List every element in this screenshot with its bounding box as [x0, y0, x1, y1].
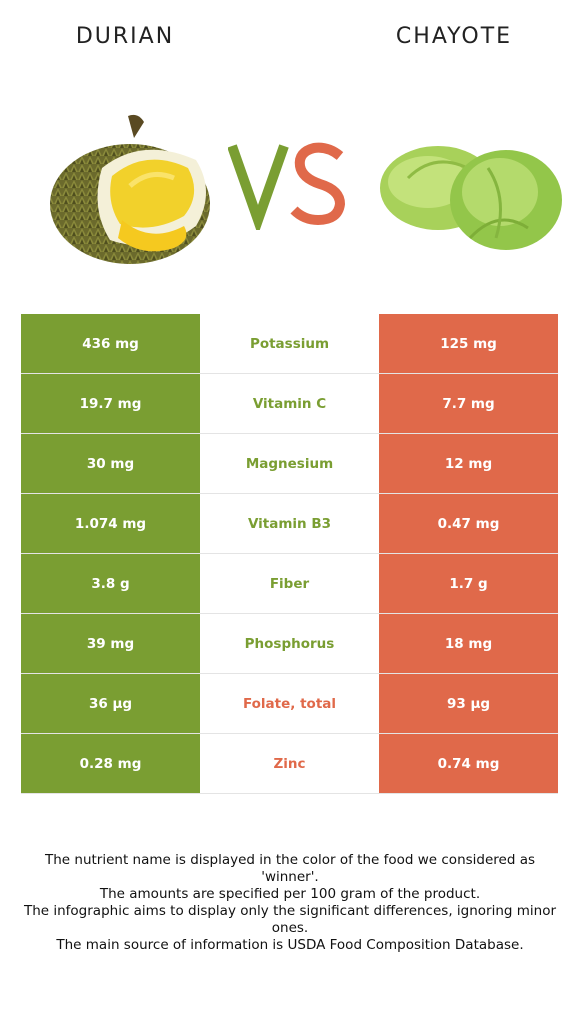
nutrient-name: Vitamin C	[200, 373, 379, 434]
chayote-value: 93 µg	[379, 673, 558, 734]
durian-title: DURIAN	[75, 24, 175, 49]
footnotes: The nutrient name is displayed in the co…	[20, 852, 560, 954]
nutrient-name: Vitamin B3	[200, 493, 379, 554]
durian-value: 39 mg	[21, 613, 200, 674]
note-per-100g: The amounts are specified per 100 gram o…	[99, 886, 481, 902]
durian-value: 3.8 g	[21, 553, 200, 614]
nutrient-name: Folate, total	[200, 673, 379, 734]
nutrient-name: Magnesium	[200, 433, 379, 494]
chayote-value: 12 mg	[379, 433, 558, 494]
chayote-value: 1.7 g	[379, 553, 558, 614]
nutrient-name: Phosphorus	[200, 613, 379, 674]
chayote-title: CHAYOTE	[395, 24, 513, 49]
table-row: 39 mg Phosphorus 18 mg	[21, 613, 558, 674]
nutrient-name: Potassium	[200, 314, 379, 374]
nutrient-name: Fiber	[200, 553, 379, 614]
vs-logo	[228, 142, 346, 230]
chayote-value: 0.74 mg	[379, 733, 558, 794]
table-row: 0.28 mg Zinc 0.74 mg	[21, 733, 558, 794]
table-row: 3.8 g Fiber 1.7 g	[21, 553, 558, 614]
note-source: The main source of information is USDA F…	[56, 937, 524, 953]
table-row: 436 mg Potassium 125 mg	[21, 314, 558, 374]
durian-image	[50, 114, 210, 264]
durian-value: 0.28 mg	[21, 733, 200, 794]
durian-value: 1.074 mg	[21, 493, 200, 554]
nutrient-name: Zinc	[200, 733, 379, 794]
note-significant-differences: The infographic aims to display only the…	[23, 903, 557, 936]
durian-value: 36 µg	[21, 673, 200, 734]
chayote-value: 125 mg	[379, 314, 558, 374]
table-row: 30 mg Magnesium 12 mg	[21, 433, 558, 494]
table-row: 36 µg Folate, total 93 µg	[21, 673, 558, 734]
chayote-image	[380, 146, 562, 250]
chayote-value: 0.47 mg	[379, 493, 558, 554]
durian-value: 19.7 mg	[21, 373, 200, 434]
durian-value: 436 mg	[21, 314, 200, 374]
chayote-value: 18 mg	[379, 613, 558, 674]
durian-value: 30 mg	[21, 433, 200, 494]
nutrient-comparison-table: 436 mg Potassium 125 mg 19.7 mg Vitamin C 7.7…	[21, 314, 558, 794]
table-row: 19.7 mg Vitamin C 7.7 mg	[21, 373, 558, 434]
chayote-value: 7.7 mg	[379, 373, 558, 434]
note-winner-color: The nutrient name is displayed in the co…	[44, 852, 536, 885]
table-row: 1.074 mg Vitamin B3 0.47 mg	[21, 493, 558, 554]
